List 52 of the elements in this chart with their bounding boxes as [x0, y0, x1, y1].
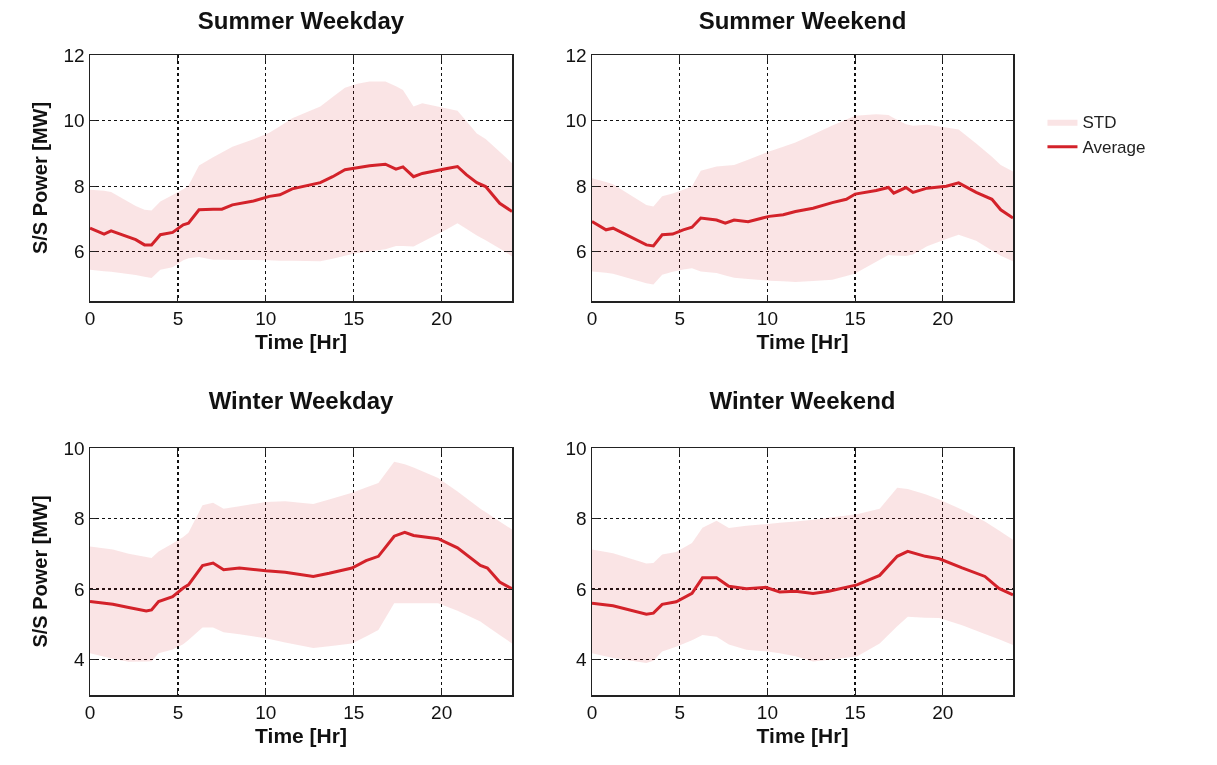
- legend-label: Average: [1082, 138, 1146, 158]
- x-tick-label: 10: [255, 702, 277, 724]
- y-tick-label: 8: [576, 175, 587, 197]
- x-axis-title: Time [Hr]: [756, 724, 849, 748]
- y-tick-label: 6: [74, 241, 85, 263]
- line-series: [90, 162, 512, 247]
- y-tick-label: 4: [74, 649, 86, 671]
- x-tick-label: 20: [431, 702, 453, 724]
- y-tick-label: 10: [565, 110, 587, 132]
- y-tick-label: 12: [565, 44, 587, 66]
- line-series: [592, 181, 1013, 248]
- x-tick-label: 5: [674, 702, 685, 724]
- x-tick-label: 15: [343, 308, 365, 330]
- y-tick-label: 4: [576, 649, 588, 671]
- x-tick-label: 0: [586, 308, 598, 330]
- x-axis-title: Time [Hr]: [255, 330, 347, 354]
- y-axis-title: S/S Power [MW]: [29, 101, 52, 255]
- x-tick-label: 20: [431, 308, 453, 330]
- x-tick-label: 0: [586, 702, 598, 724]
- x-tick-label: 5: [172, 308, 184, 330]
- y-tick-label: 8: [576, 508, 587, 530]
- y-tick-label: 10: [565, 437, 587, 459]
- y-tick-label: 12: [63, 44, 85, 66]
- y-tick-label: 6: [576, 578, 587, 600]
- line-series: [592, 549, 1013, 616]
- x-tick-label: 0: [84, 308, 96, 330]
- x-tick-label: 20: [932, 308, 954, 330]
- x-tick-label: 10: [255, 308, 277, 330]
- y-axis-title: S/S Power [MW]: [29, 495, 52, 648]
- x-tick-label: 5: [674, 308, 685, 330]
- y-tick-label: 10: [63, 110, 85, 132]
- y-tick-label: 8: [74, 175, 85, 197]
- x-tick-label: 0: [84, 702, 96, 724]
- y-tick-label: 8: [74, 508, 85, 530]
- legend-label: STD: [1082, 113, 1117, 133]
- chart-title: Summer Weekday: [197, 6, 405, 34]
- x-tick-label: 15: [844, 308, 866, 330]
- x-axis-title: Time [Hr]: [255, 724, 347, 748]
- chart-title: Winter Weekday: [208, 386, 395, 414]
- y-tick-label: 6: [74, 578, 85, 600]
- y-tick-label: 10: [63, 437, 85, 459]
- line-series: [90, 530, 512, 613]
- x-axis-title: Time [Hr]: [756, 330, 849, 354]
- x-tick-label: 20: [932, 702, 954, 724]
- chart-title: Summer Weekend: [698, 6, 907, 34]
- x-tick-label: 5: [172, 702, 184, 724]
- x-tick-label: 15: [343, 702, 365, 724]
- y-tick-label: 6: [576, 241, 587, 263]
- x-tick-label: 10: [756, 702, 778, 724]
- x-tick-label: 10: [756, 308, 778, 330]
- x-tick-label: 15: [844, 702, 866, 724]
- chart-title: Winter Weekend: [709, 386, 896, 414]
